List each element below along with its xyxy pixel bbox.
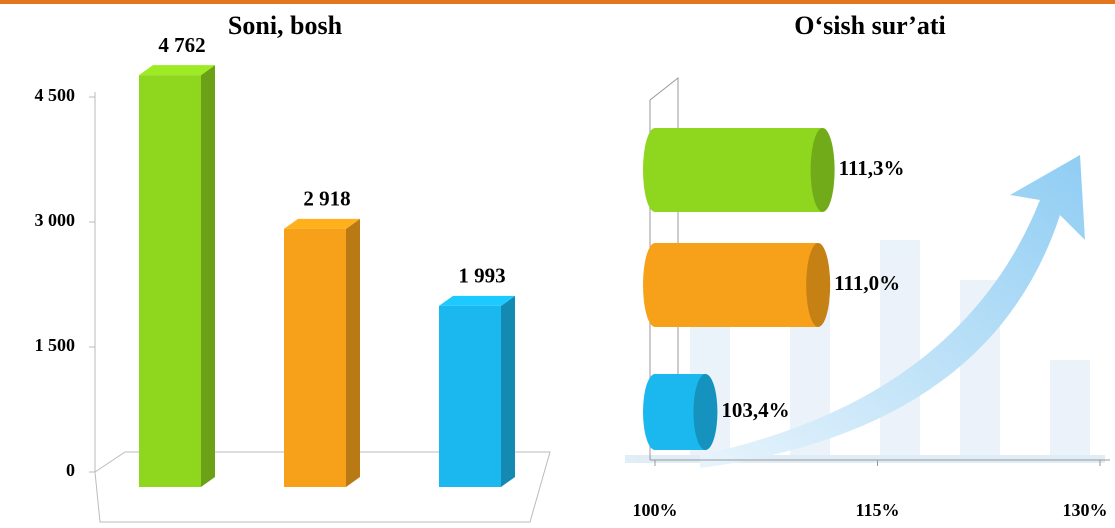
bar [655, 243, 818, 327]
y-tick-label: 1 500 [35, 335, 76, 355]
x-tick-label: 100% [633, 500, 678, 520]
cylinder-end [806, 243, 830, 327]
y-tick-label: 0 [66, 460, 75, 480]
bar-side [201, 65, 215, 487]
chart-title: Soni, bosh [228, 11, 343, 40]
bar [139, 75, 201, 487]
bar-side [346, 219, 360, 487]
bar [284, 229, 346, 487]
cylinder-end [811, 128, 835, 212]
value-label: 1 993 [458, 264, 505, 288]
chart-title: O‘sish sur’ati [794, 11, 945, 40]
value-label: 111,0% [834, 271, 900, 295]
bar [655, 128, 823, 212]
bar [439, 306, 501, 487]
top-border [0, 0, 1115, 4]
y-tick-label: 4 500 [35, 85, 76, 105]
x-tick-label: 115% [855, 500, 899, 520]
x-tick-label: 130% [1063, 500, 1108, 520]
bar-side [501, 296, 515, 487]
chart: Soni, bosh O‘sish sur’ati 0 1 500 3 000 4 5… [0, 0, 1115, 528]
value-label: 111,3% [839, 156, 905, 180]
value-label: 103,4% [721, 398, 789, 422]
y-tick-label: 3 000 [35, 210, 76, 230]
value-label: 2 918 [303, 187, 350, 211]
cylinder-end [693, 374, 717, 450]
value-label: 4 762 [158, 33, 205, 57]
